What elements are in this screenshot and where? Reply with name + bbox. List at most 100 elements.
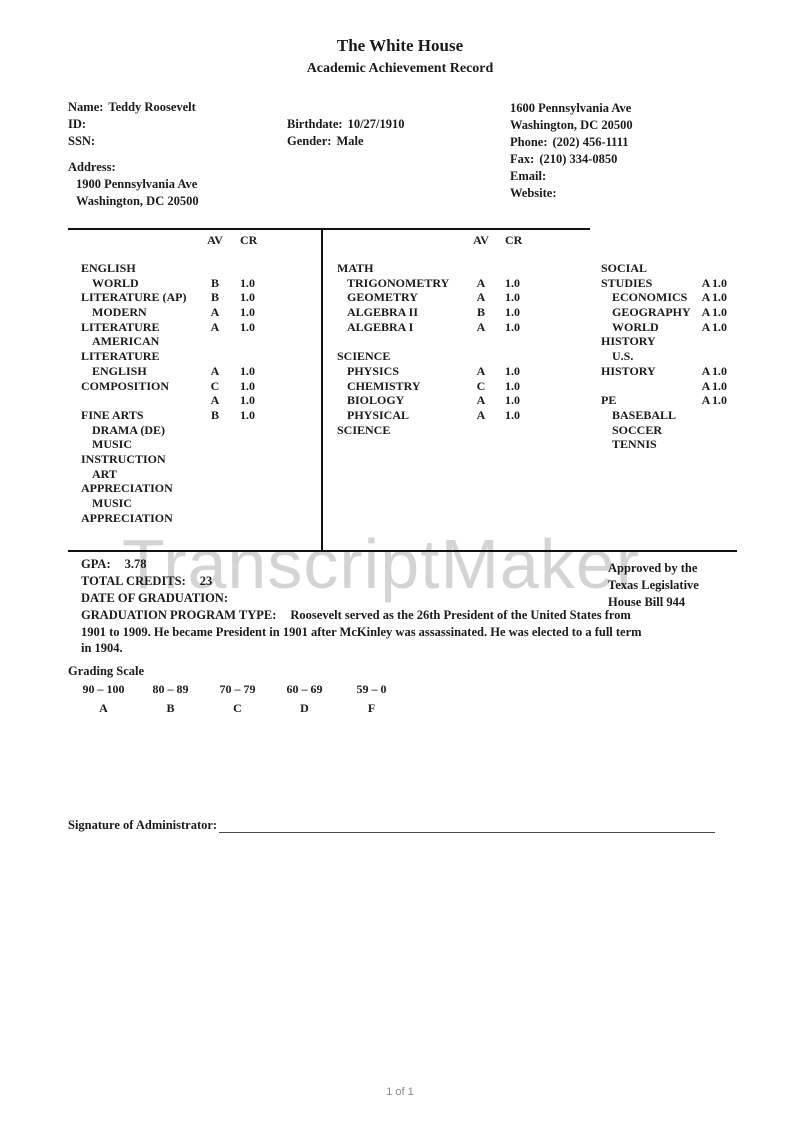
phone-row: Phone: (202) 456-1111 [510,134,740,151]
course-name: MUSIC [92,437,133,452]
student-name: Teddy Roosevelt [108,100,196,114]
website-row: Website: [510,185,740,202]
course-credit: 1.0 [712,393,727,408]
ssn-label: SSN: [68,134,96,148]
course-name: BIOLOGY [347,393,405,408]
birth-gender-block: Birthdate: 10/27/1910 Gender: Male [287,116,497,150]
course-credit: 1.0 [505,290,520,305]
course-credit: 1.0 [712,378,727,393]
course-grade: B [476,305,485,320]
course-grade: B [210,407,219,422]
table-top-rule [68,228,590,230]
name-label: Name: [68,100,104,114]
course-grade: A [476,407,486,422]
spacer [68,150,283,159]
course-name: SOCIAL [601,261,648,275]
grading-scale-cell: 59 – 0 F [338,682,405,716]
course-credit: 1.0 [505,319,520,334]
gpa-value: 3.78 [124,557,147,571]
course-grade: B [210,275,219,290]
phone-value: (202) 456-1111 [552,135,629,149]
av-header: AV [207,233,223,247]
table-column-divider [321,228,323,552]
grad-date-row: DATE OF GRADUATION: [81,590,647,607]
student-info-block: Name: Teddy Roosevelt ID: SSN: Address: 1… [68,99,283,210]
grade-letter: D [300,701,309,715]
page-subtitle: Academic Achievement Record [306,61,494,76]
grading-scale-cell: 60 – 69 D [271,682,338,716]
gpa-label: GPA: [81,557,111,571]
course-name: FINE ARTS [81,407,144,422]
course-grade: A [476,393,486,408]
course-credit: 1.0 [505,275,520,290]
course-credit: 1.0 [505,305,520,320]
course-name: WORLD [612,319,659,334]
credits-value: 23 [199,574,213,588]
course-name: APPRECIATION [81,510,173,525]
course-name: U.S. [612,349,634,364]
course-grade: A [701,393,711,408]
course-credit: 1.0 [712,275,727,290]
course-credit: 1.0 [712,319,727,334]
course-name: CHEMISTRY [347,378,421,393]
signature-label: Signature of Administrator: [68,818,218,832]
student-id-row: ID: [68,116,283,133]
student-name-row: Name: Teddy Roosevelt [68,99,283,116]
course-grade: A [210,305,220,320]
course-credit: 1.0 [240,393,255,408]
student-ssn-row: SSN: [68,133,283,150]
course-credit: 1.0 [240,378,255,393]
course-grade: A [701,275,711,290]
birthdate-row: Birthdate: 10/27/1910 [287,116,497,133]
watermark-text: TranscriptMaker [122,525,641,603]
approval-line: Texas Legislative [608,578,699,592]
course-credit: 1.0 [505,393,520,408]
student-address-line: Washington, DC 20500 [76,194,199,208]
approval-line: House Bill 944 [608,595,686,609]
cr-header: CR [505,233,523,247]
course-name: WORLD [92,275,139,290]
course-name: ECONOMICS [612,290,688,305]
course-credit: 1.0 [712,305,727,320]
course-name: LITERATURE (AP) [81,290,187,305]
fax-value: (210) 334-0850 [539,152,618,166]
signature-line [219,818,715,833]
course-credit: 1.0 [240,275,255,290]
credits-row: TOTAL CREDITS: 23 [81,573,647,590]
birthdate-label: Birthdate: [287,117,343,131]
course-name: LITERATURE [81,349,160,364]
course-name: PHYSICS [347,363,400,378]
course-name: BASEBALL [612,407,677,422]
program-type-text: Roosevelt served as the 26th President o… [81,608,642,655]
grade-range: 80 – 89 [152,682,189,696]
gender-label: Gender: [287,134,332,148]
course-name: MODERN [92,305,147,320]
fax-label: Fax: [510,152,535,166]
grading-scale-cell: 90 – 100 A [70,682,137,716]
course-grade: A [476,275,486,290]
course-credit: 1.0 [240,363,255,378]
av-header: AV [473,233,489,247]
course-grade: B [210,290,219,305]
course-name: MATH [337,261,374,275]
course-credit: 1.0 [505,378,520,393]
cr-header: CR [240,233,258,247]
program-type-label: GRADUATION PROGRAM TYPE: [81,608,277,622]
approval-block: Approved by the Texas Legislative House Bi… [608,560,768,611]
course-name: HISTORY [601,363,656,378]
course-grade: A [210,319,220,334]
school-info-block: 1600 Pennsylvania Ave Washington, DC 2050… [510,100,740,202]
program-type-row: GRADUATION PROGRAM TYPE: Roosevelt served… [81,607,647,657]
gpa-row: GPA: 3.78 [81,556,647,573]
course-credit: 1.0 [712,290,727,305]
course-grade: A [701,290,711,305]
grading-scale-cell: 80 – 89 B [137,682,204,716]
grade-letter: C [233,701,242,715]
course-name: ART [92,466,117,481]
course-credit: 1.0 [505,407,520,422]
signature-row: Signature of Administrator: [68,818,715,833]
grading-scale-row: 90 – 100 A 80 – 89 B 70 – 79 C 60 – 69 D… [70,682,405,716]
grade-range: 70 – 79 [219,682,256,696]
grading-scale-cell: 70 – 79 C [204,682,271,716]
website-label: Website: [510,186,557,200]
